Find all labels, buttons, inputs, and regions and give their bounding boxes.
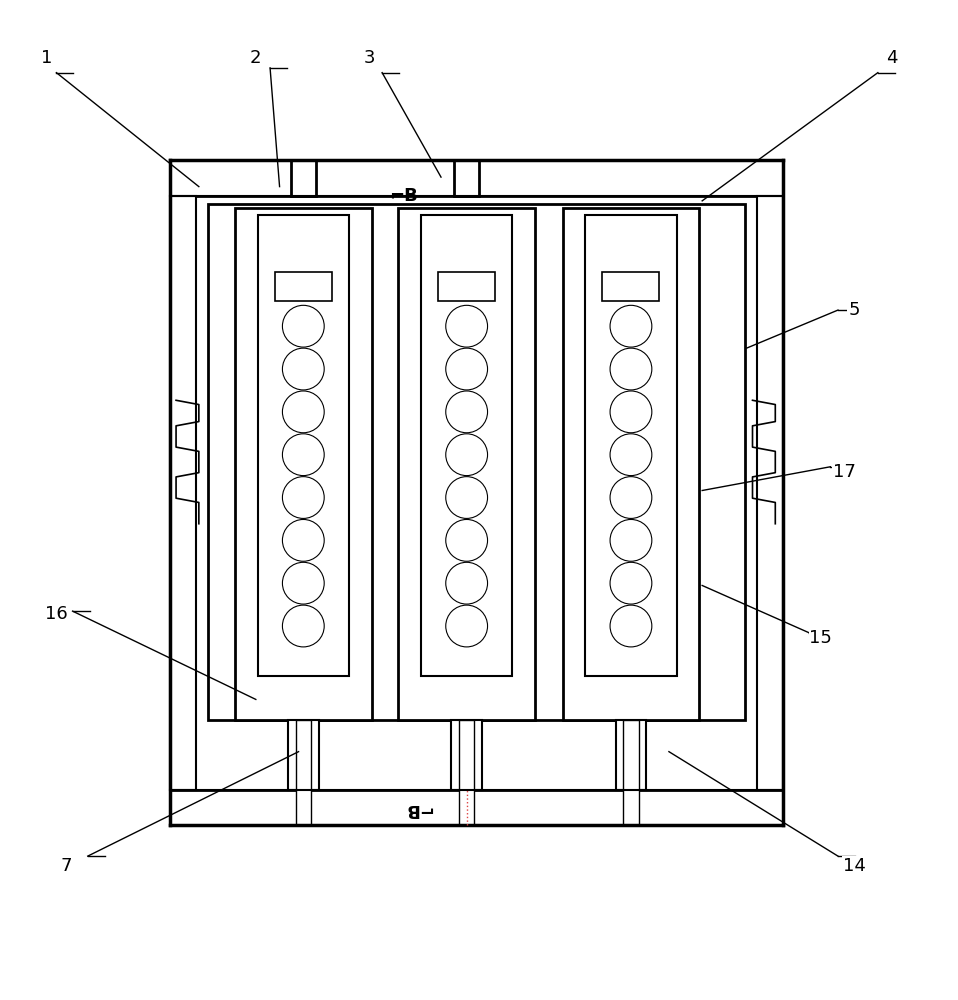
Bar <box>438 272 495 301</box>
Text: ⌐B: ⌐B <box>389 187 418 205</box>
Circle shape <box>445 348 488 390</box>
Text: 5: 5 <box>849 301 860 319</box>
Text: 3: 3 <box>364 49 376 67</box>
Text: 17: 17 <box>833 463 856 481</box>
Bar <box>459 720 474 825</box>
Text: 7: 7 <box>60 857 72 875</box>
Bar <box>562 208 699 720</box>
Bar <box>171 196 196 790</box>
Circle shape <box>610 605 651 647</box>
Circle shape <box>445 562 488 604</box>
Bar <box>296 720 311 825</box>
Bar <box>422 215 513 676</box>
Text: 14: 14 <box>843 857 866 875</box>
Circle shape <box>610 477 651 518</box>
Circle shape <box>610 305 651 347</box>
Circle shape <box>445 391 488 433</box>
Circle shape <box>610 434 651 476</box>
Bar <box>603 272 659 301</box>
Bar <box>451 720 482 790</box>
Circle shape <box>445 305 488 347</box>
Text: 15: 15 <box>810 629 833 647</box>
Circle shape <box>283 305 324 347</box>
Bar <box>585 215 676 676</box>
Circle shape <box>283 391 324 433</box>
Bar <box>171 160 783 196</box>
Circle shape <box>283 519 324 561</box>
Bar <box>616 720 646 790</box>
Bar <box>208 204 745 720</box>
Circle shape <box>283 348 324 390</box>
Bar <box>454 160 479 196</box>
Circle shape <box>445 605 488 647</box>
Circle shape <box>610 562 651 604</box>
Circle shape <box>283 605 324 647</box>
Circle shape <box>610 519 651 561</box>
Circle shape <box>445 477 488 518</box>
Bar <box>399 208 535 720</box>
Bar <box>258 215 349 676</box>
Text: 4: 4 <box>886 49 898 67</box>
Text: 1: 1 <box>41 49 53 67</box>
Text: 16: 16 <box>45 605 68 623</box>
Text: 2: 2 <box>250 49 262 67</box>
Circle shape <box>445 434 488 476</box>
Bar <box>757 196 783 790</box>
Bar <box>624 720 639 825</box>
Bar <box>171 790 783 825</box>
Circle shape <box>283 434 324 476</box>
Circle shape <box>610 348 651 390</box>
Bar <box>288 720 318 790</box>
Circle shape <box>445 519 488 561</box>
Circle shape <box>283 477 324 518</box>
Circle shape <box>283 562 324 604</box>
Bar <box>235 208 372 720</box>
Text: ⌐B: ⌐B <box>403 800 432 818</box>
Circle shape <box>610 391 651 433</box>
Bar <box>275 272 331 301</box>
Bar <box>291 160 315 196</box>
